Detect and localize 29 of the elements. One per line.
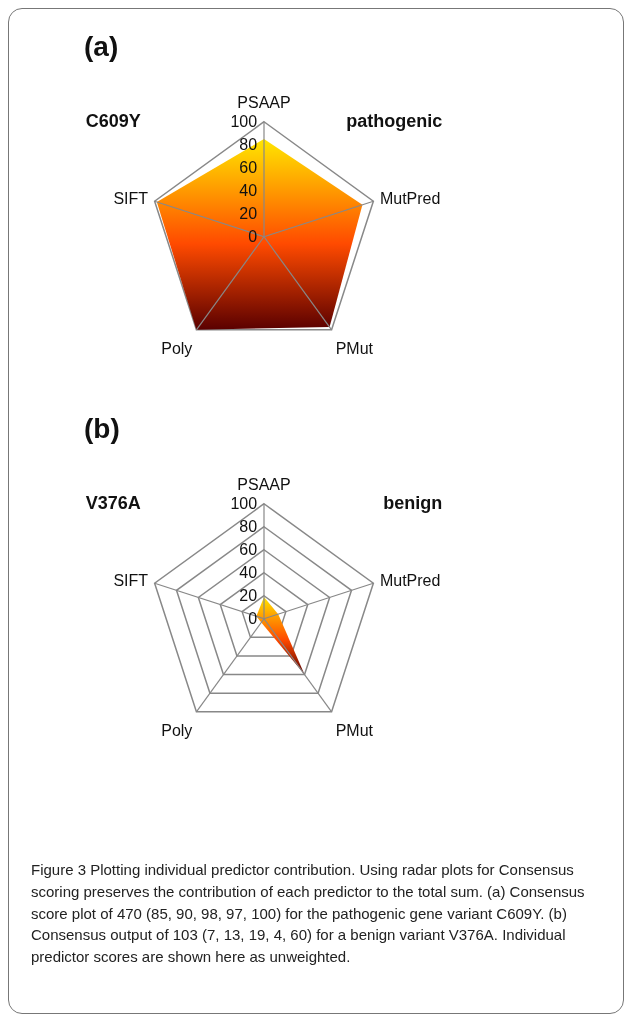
chart-title: (b)	[84, 413, 120, 444]
chart-title: (a)	[84, 31, 119, 62]
spoke-label: PMut	[335, 722, 374, 740]
y-tick-label: 20	[239, 204, 258, 222]
text: V376A	[85, 492, 141, 513]
caption: Figure 3 Plotting individual predictor contribution. Using radar plots for Consensus scoring preserves the contribution of each predictor to the total sum. (a) Consensus score plot of 470 (85, 90, 98, 97, 100) for the pathogenic gene variant C609Y. (b) Consensus output of 103 (7, 13, 19, 4, 60) for a benign variant V376A. Individual predictor scores are shown here as unweighted.	[31, 860, 586, 967]
text: C609Y	[85, 110, 141, 131]
spoke-label: MutPred	[379, 190, 441, 208]
y-tick-label: 40	[239, 563, 258, 581]
spoke-label: PSAAP	[237, 94, 291, 112]
y-tick-label: 20	[239, 586, 258, 604]
y-tick-label: 100	[230, 494, 258, 512]
spoke-label: MutPred	[379, 572, 441, 590]
spoke-label: SIFT	[113, 572, 149, 590]
text: pathogenic	[346, 110, 443, 131]
y-tick-label: 60	[239, 158, 258, 176]
y-tick-label: 100	[230, 112, 258, 130]
spoke-label: SIFT	[113, 190, 149, 208]
y-tick-label: 40	[239, 181, 258, 199]
spoke-label: PMut	[335, 340, 374, 358]
y-tick-label: 0	[248, 227, 258, 245]
spoke-label: PSAAP	[237, 476, 291, 494]
text: benign	[383, 492, 443, 513]
y-tick-label: 0	[248, 609, 258, 627]
y-tick-label: 80	[239, 517, 258, 535]
spoke-label: Poly	[161, 340, 193, 358]
y-tick-label: 80	[239, 135, 258, 153]
y-tick-label: 60	[239, 540, 258, 558]
spoke-label: Poly	[161, 722, 193, 740]
